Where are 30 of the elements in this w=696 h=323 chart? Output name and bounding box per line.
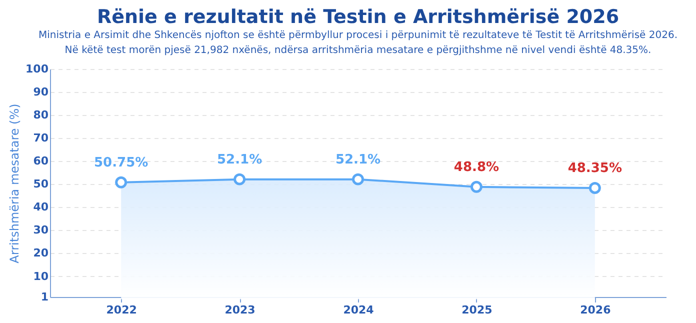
y-tick-label: 100: [26, 62, 49, 76]
text: Në këtë test morën pjesë 21,982 nxënës, ndërsa arritshmëria mesatare e përgjithshme në nivel vendi është 48.35%.: [64, 45, 652, 56]
x-tick-label: 2024: [343, 304, 374, 316]
y-tick-label: 70: [33, 132, 49, 145]
data-label: 48.35%: [568, 160, 622, 176]
y-tick-label: 50: [33, 178, 49, 191]
x-tick-label: 2023: [224, 304, 256, 316]
y-tick-label: 20: [33, 246, 49, 260]
point: [470, 180, 482, 193]
y-axis-title: Arritshmëria mesatare (%): [8, 104, 22, 264]
y-tick-label: 80: [33, 108, 49, 122]
y-tick-label: 1: [40, 290, 48, 304]
y-tick-label: 30: [33, 224, 49, 237]
y-tick-label: 10: [33, 270, 49, 283]
x-tick-label: 2025: [462, 304, 492, 316]
data-label: 48.8%: [454, 160, 500, 175]
point: [234, 173, 246, 186]
y-tick-label: 60: [33, 154, 49, 168]
y-tick-label: 90: [33, 86, 49, 99]
y-tick-label: 40: [33, 200, 49, 214]
x-tick-label: 2022: [106, 304, 137, 316]
data-label: 50.75%: [94, 155, 148, 170]
data-label: 52.1%: [216, 152, 262, 168]
x-tick-label: 2026: [580, 304, 612, 316]
point: [115, 176, 128, 188]
chart-title: Rënie e rezultatit në Testin e Arritshmërisë 2026: [96, 6, 620, 28]
data-label: 52.1%: [335, 152, 381, 168]
point: [352, 173, 364, 186]
point: [588, 182, 601, 194]
text: Ministria e Arsimit dhe Shkencës njofton se është përmbyllur procesi i përpunimit të rezultateve të Testit të Arritshmërisë 2026.: [38, 30, 678, 41]
